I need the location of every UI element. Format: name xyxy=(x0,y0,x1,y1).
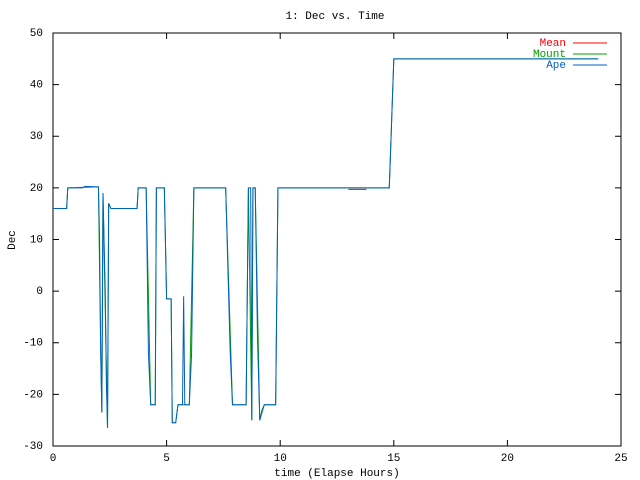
y-tick-label: -30 xyxy=(23,441,43,453)
y-tick-label: 30 xyxy=(30,131,43,143)
x-tick-label: 0 xyxy=(50,453,57,465)
x-tick-label: 10 xyxy=(274,453,287,465)
y-tick-label: 40 xyxy=(30,80,43,92)
legend-label: Ape xyxy=(546,60,566,72)
x-tick-label: 25 xyxy=(614,453,627,465)
series-line xyxy=(53,58,599,428)
x-axis-label: time (Elapse Hours) xyxy=(274,468,399,480)
x-tick-label: 15 xyxy=(387,453,400,465)
y-tick-label: 50 xyxy=(30,28,43,40)
legend-label: Mean xyxy=(540,38,566,50)
y-tick-label: 20 xyxy=(30,183,43,195)
y-tick-label: 0 xyxy=(36,286,43,298)
x-tick-label: 5 xyxy=(163,453,170,465)
y-axis-label: Dec xyxy=(7,230,19,250)
x-tick-label: 20 xyxy=(501,453,514,465)
y-tick-label: 10 xyxy=(30,234,43,246)
y-tick-label: -10 xyxy=(23,338,43,350)
chart-title: 1: Dec vs. Time xyxy=(285,11,384,23)
y-tick-label: -20 xyxy=(23,389,43,401)
legend-label: Mount xyxy=(533,49,566,61)
